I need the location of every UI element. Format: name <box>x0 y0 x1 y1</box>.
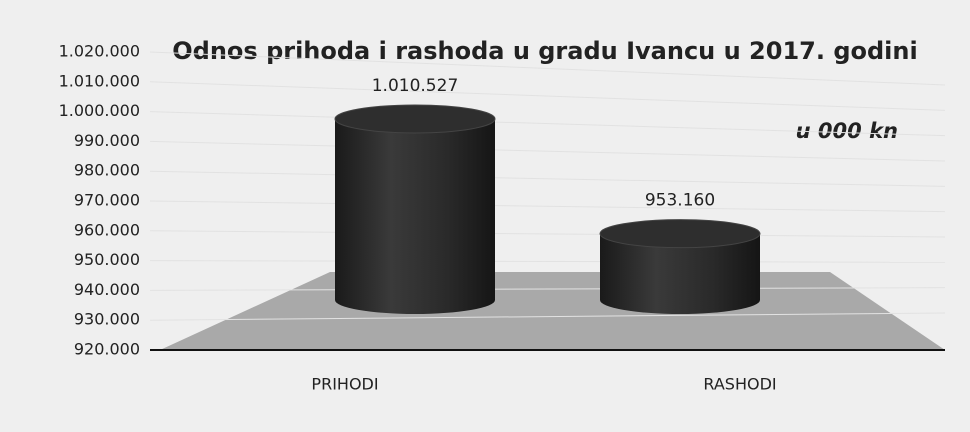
y-tick-label: 980.000 <box>74 161 140 180</box>
y-tick-label: 960.000 <box>74 220 140 239</box>
y-tick-label: 990.000 <box>74 131 140 150</box>
y-tick-label: 970.000 <box>74 191 140 210</box>
grid-line <box>149 51 946 86</box>
value-label: 953.160 <box>645 191 715 211</box>
x-tick-label: PRIHODI <box>311 375 378 394</box>
grid-line <box>149 170 946 187</box>
chart-title: Odnos prihoda i rashoda u gradu Ivancu u… <box>172 37 917 65</box>
y-tick-label: 1.010.000 <box>59 71 140 90</box>
y-tick-label: 940.000 <box>74 280 140 299</box>
y-tick-label: 1.020.000 <box>59 42 140 61</box>
bar-top <box>334 104 496 134</box>
unit-annotation: u 000 kn <box>796 119 898 143</box>
grid-line <box>149 287 946 291</box>
bar <box>600 233 760 314</box>
y-tick-label: 950.000 <box>74 250 140 269</box>
grid-line <box>149 81 946 111</box>
grid-line <box>149 140 946 162</box>
bar-top <box>599 219 761 249</box>
grid-line <box>149 260 946 263</box>
grid-line <box>149 200 946 213</box>
grid-line <box>149 230 946 238</box>
x-tick-label: RASHODI <box>703 375 776 394</box>
y-tick-label: 920.000 <box>74 340 140 359</box>
grid-line <box>149 111 946 137</box>
y-tick-label: 930.000 <box>74 310 140 329</box>
bar <box>335 118 495 314</box>
grid-line <box>149 312 946 321</box>
value-label: 1.010.527 <box>372 76 459 96</box>
y-tick-label: 1.000.000 <box>59 101 140 120</box>
